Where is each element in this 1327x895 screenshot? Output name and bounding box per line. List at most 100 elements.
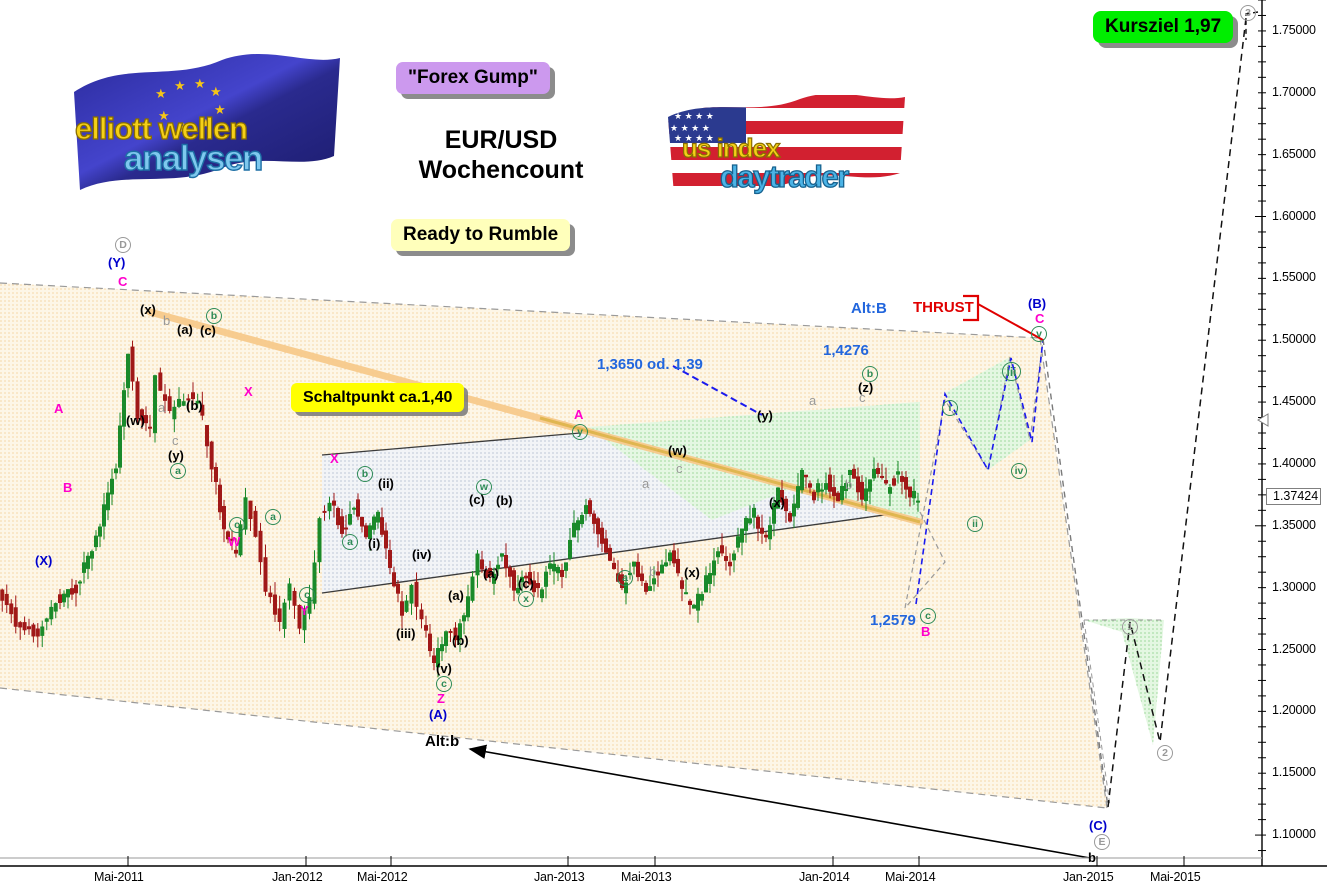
wave-label: Z xyxy=(437,691,445,706)
y-tick-label: 1.20000 xyxy=(1272,703,1316,718)
x-tick-label: Mai-2011 xyxy=(94,870,144,884)
forex-gump-badge: "Forex Gump" xyxy=(396,62,550,94)
wave-label: (B) xyxy=(1028,296,1047,311)
y-tick-label: 1.50000 xyxy=(1272,332,1316,347)
last-price-pointer xyxy=(1257,413,1269,427)
svg-text:★: ★ xyxy=(178,120,190,135)
wave-degree-marker: iii xyxy=(1002,362,1021,381)
svg-text:★ ★ ★ ★: ★ ★ ★ ★ xyxy=(670,123,710,133)
wave-degree-marker: y xyxy=(572,424,588,440)
wave-label: c xyxy=(172,433,179,448)
svg-text:★: ★ xyxy=(158,108,170,123)
svg-text:★: ★ xyxy=(194,76,206,91)
logo-text-analysen: analysen xyxy=(124,139,262,178)
y-tick-label: 1.75000 xyxy=(1272,22,1316,37)
wave-label: THRUST xyxy=(913,299,974,316)
wave-label: (C) xyxy=(1089,818,1108,833)
wave-label: (x) xyxy=(769,495,785,510)
wave-degree-marker: c xyxy=(920,608,936,624)
wave-label: (x) xyxy=(684,565,700,580)
wave-label: (w) xyxy=(126,413,145,428)
wave-label: (a) xyxy=(448,588,464,603)
count-label: Wochencount xyxy=(418,156,584,184)
wave-degree-marker: E xyxy=(1094,834,1110,850)
wave-label: (i) xyxy=(368,536,381,551)
wave-degree-marker: i xyxy=(942,400,958,416)
wave-label: (b) xyxy=(496,493,513,508)
page-title: EUR/USD Wochencount xyxy=(356,125,646,185)
forecast-gray-1 xyxy=(904,511,946,609)
wave-label: (c) xyxy=(200,323,216,338)
wave-degree-marker: w xyxy=(476,479,492,495)
wave-degree-marker: v xyxy=(1031,326,1047,342)
y-tick-label: 1.55000 xyxy=(1272,270,1316,285)
svg-text:★ ★ ★ ★: ★ ★ ★ ★ xyxy=(670,99,710,109)
wave-label: B xyxy=(63,480,73,495)
wave-label: 1,2579 xyxy=(870,612,916,629)
wave-degree-marker: D xyxy=(115,237,131,253)
wave-degree-marker: a xyxy=(342,534,358,550)
wave-degree-marker: ii xyxy=(967,516,983,532)
svg-text:★: ★ xyxy=(200,116,212,131)
wave-label: (ii) xyxy=(378,476,394,491)
logo-text-us-index: us index xyxy=(682,133,781,163)
wave-label: (a) xyxy=(177,322,193,337)
candlestick-series xyxy=(0,340,920,678)
y-tick-label: 1.25000 xyxy=(1272,641,1316,656)
wave-degree-marker: iv xyxy=(1011,463,1027,479)
wave-label: (x) xyxy=(140,302,156,317)
wave-label: (X) xyxy=(35,553,53,568)
wave-label: (b) xyxy=(452,633,469,648)
wave-label: X xyxy=(244,384,253,399)
wave-label: c xyxy=(676,461,683,476)
wave-degree-marker: c xyxy=(229,517,245,533)
green-wave12-wedge xyxy=(1084,618,1164,745)
wave-degree-marker: b xyxy=(206,308,222,324)
svg-text:★ ★ ★ ★: ★ ★ ★ ★ xyxy=(674,111,714,121)
altb-arrow xyxy=(468,744,1091,859)
wave-label: (y) xyxy=(757,408,773,423)
x-tick-label: Mai-2013 xyxy=(621,870,672,884)
wave-label: (iii) xyxy=(396,626,416,641)
y-tick-label: 1.15000 xyxy=(1272,765,1316,780)
x-tick-label: Jan-2015 xyxy=(1063,870,1114,884)
svg-text:★: ★ xyxy=(210,84,222,99)
forecast-wave-1-2-3 xyxy=(1107,17,1247,808)
wave-label: (y) xyxy=(168,448,184,463)
wave-degree-marker: b xyxy=(862,366,878,382)
wave-label: Alt:B xyxy=(851,300,887,317)
wave-label: a xyxy=(642,476,650,491)
wave-label: (c) xyxy=(469,492,485,507)
wave-label: A xyxy=(54,401,64,416)
wave-label: Alt:b xyxy=(425,733,460,750)
wave-label: b xyxy=(649,564,657,579)
wave-label: A xyxy=(574,407,584,422)
y-tick-label: 1.10000 xyxy=(1272,827,1316,842)
wave-label: a xyxy=(809,393,817,408)
wave-label: (c) xyxy=(518,576,534,591)
wave-label: a xyxy=(158,400,166,415)
x-tick-label: Mai-2012 xyxy=(357,870,408,884)
wave-degree-marker: a xyxy=(617,570,633,586)
svg-text:★: ★ xyxy=(155,86,167,101)
y-tick-label: 1.45000 xyxy=(1272,394,1316,409)
wave-degree-marker: a xyxy=(170,463,186,479)
wave-label: b xyxy=(163,313,171,328)
wave-label: (w) xyxy=(668,443,687,458)
callout-pointer-1365 xyxy=(672,365,763,416)
green-megaphone xyxy=(588,402,920,521)
x-tick-label: Jan-2013 xyxy=(534,870,585,884)
wave-label: (z) xyxy=(858,380,874,395)
x-axis-ticks xyxy=(127,856,1185,866)
x-tick-label: Jan-2012 xyxy=(272,870,323,884)
wave-label: b xyxy=(845,477,853,492)
last-price-tag: 1.37424 xyxy=(1266,487,1322,505)
wave-degree-marker: x xyxy=(518,591,534,607)
wave-label: 1,4276 xyxy=(823,342,869,359)
wave-label: (A) xyxy=(429,707,448,722)
wave-label: c xyxy=(859,390,866,405)
y-tick-label: 1.70000 xyxy=(1272,84,1316,99)
wave-label: W xyxy=(228,534,241,549)
x-tick-label: Mai-2014 xyxy=(885,870,936,884)
